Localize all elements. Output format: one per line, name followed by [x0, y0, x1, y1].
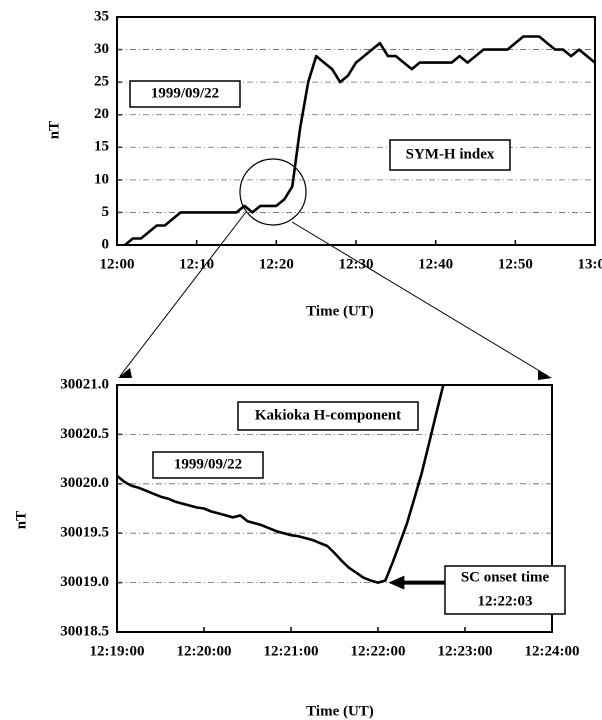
x-tick-label: 12:20 — [259, 256, 294, 272]
x-tick-label: 12:22:00 — [351, 643, 406, 659]
zoom-circle — [239, 158, 307, 226]
y-tick-label: 30 — [94, 41, 109, 57]
zoom-line — [291, 221, 549, 377]
x-tick-label: 12:24:00 — [525, 643, 580, 659]
y-tick-label: 20 — [94, 106, 109, 122]
annotation: 1999/09/22 — [174, 456, 242, 472]
x-tick-label: 12:40 — [418, 256, 453, 272]
y-axis-label: nT — [13, 511, 29, 529]
plot-frame — [116, 16, 596, 246]
y-tick-label: 30018.5 — [60, 623, 109, 639]
onset-arrow — [388, 575, 445, 590]
x-tick-label: 12:23:00 — [438, 643, 493, 659]
annotation: SYM-H index — [406, 146, 495, 162]
x-tick-label: 12:30 — [339, 256, 374, 272]
y-tick-label: 30020.0 — [60, 475, 109, 491]
x-tick-label: 12:10 — [179, 256, 214, 272]
x-axis-label: Time (UT) — [306, 303, 374, 319]
x-tick-label: 12:50 — [498, 256, 533, 272]
data-line — [124, 35, 596, 247]
x-tick-label: 13:00 — [578, 256, 602, 272]
y-tick-label: 0 — [102, 236, 110, 252]
y-tick-label: 25 — [94, 74, 109, 90]
annotation: SC onset time — [461, 569, 550, 585]
annotation-box — [444, 565, 566, 615]
y-tick-label: 30020.5 — [60, 426, 109, 442]
annotation-box — [237, 401, 419, 431]
annotation: 1999/09/22 — [151, 85, 219, 101]
arrow-head — [118, 368, 132, 378]
y-tick-label: 30019.5 — [60, 525, 109, 541]
x-tick-label: 12:00 — [100, 256, 135, 272]
y-tick-label: 35 — [94, 8, 109, 24]
y-tick-label: 15 — [94, 139, 109, 155]
y-axis-label: nT — [46, 121, 62, 139]
x-tick-label: 12:19:00 — [90, 643, 145, 659]
y-tick-label: 30021.0 — [60, 376, 109, 392]
y-tick-label: 10 — [94, 171, 109, 187]
zoom-line — [119, 211, 247, 377]
data-line — [116, 384, 445, 584]
annotation-box — [129, 80, 241, 108]
annotation-box — [152, 451, 264, 479]
x-tick-label: 12:21:00 — [264, 643, 319, 659]
x-tick-label: 12:20:00 — [177, 643, 232, 659]
annotation: Kakioka H-component — [255, 407, 401, 423]
arrow-head — [538, 370, 552, 380]
plot-frame — [116, 384, 553, 633]
annotation: 12:22:03 — [478, 593, 533, 609]
annotation-box — [389, 139, 511, 171]
x-axis-label: Time (UT) — [306, 703, 374, 719]
y-tick-label: 5 — [102, 204, 110, 220]
y-tick-label: 30019.0 — [60, 574, 109, 590]
